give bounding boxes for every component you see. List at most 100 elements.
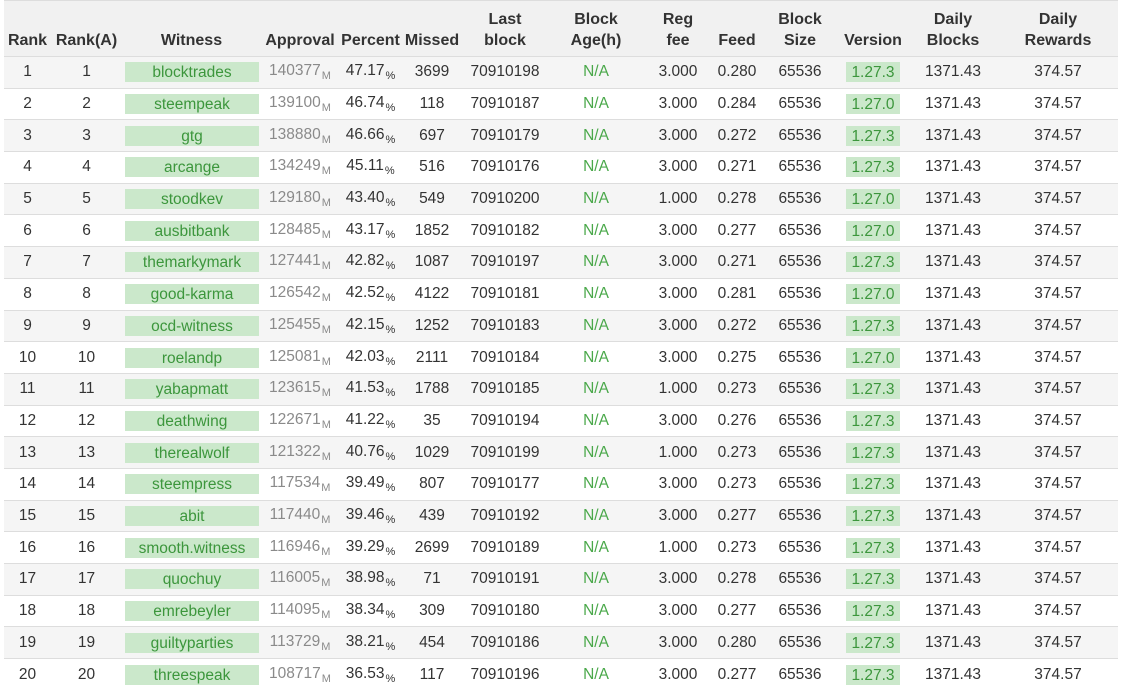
rank-a-cell: 1 bbox=[82, 63, 91, 81]
reg-fee-cell: 3.000 bbox=[658, 665, 698, 683]
missed-cell: 807 bbox=[419, 475, 445, 493]
daily-rewards-cell: 374.57 bbox=[1034, 285, 1082, 303]
approval-cell: 126542M bbox=[261, 278, 339, 310]
rank-cell: 12 bbox=[18, 411, 37, 429]
rank-cell: 3 bbox=[23, 126, 32, 144]
feed-cell: 0.273 bbox=[717, 538, 757, 556]
witness-link[interactable]: arcange bbox=[125, 157, 259, 178]
witness-link[interactable]: good-karma bbox=[125, 284, 259, 305]
rank-cell: 19 bbox=[18, 633, 37, 651]
block-age-cell: N/A bbox=[583, 411, 609, 429]
last-block-cell: 70910182 bbox=[470, 221, 540, 239]
witness-link[interactable]: themarkymark bbox=[125, 252, 259, 273]
approval-cell: 117440M bbox=[261, 500, 339, 532]
version-cell: 1.27.3 bbox=[838, 627, 908, 659]
approval-value: 117440 bbox=[269, 505, 321, 523]
header-percent[interactable]: Percent bbox=[339, 0, 402, 57]
header-daily-blocks[interactable]: Daily Blocks bbox=[908, 0, 998, 57]
table-row: 10 10 roelandp 125081M 42.03% 2111 70910… bbox=[4, 341, 1118, 374]
header-approval[interactable]: Approval bbox=[261, 0, 339, 57]
table-row: 16 16 smooth.witness 116946M 39.29% 2699… bbox=[4, 531, 1118, 564]
witness-link[interactable]: guiltyparties bbox=[125, 632, 259, 653]
percent-cell: 43.40% bbox=[339, 183, 402, 215]
daily-blocks-cell: 1371.43 bbox=[924, 506, 982, 524]
witness-link[interactable]: roelandp bbox=[125, 347, 259, 368]
version-cell: 1.27.0 bbox=[838, 183, 908, 215]
approval-unit: M bbox=[321, 260, 331, 273]
approval-value: 116005 bbox=[269, 569, 321, 587]
header-last-block[interactable]: Last block bbox=[462, 0, 548, 57]
witness-link[interactable]: steempeak bbox=[125, 94, 259, 115]
missed-cell: 1087 bbox=[414, 253, 450, 271]
witness-cell: arcange bbox=[122, 152, 261, 184]
witness-link[interactable]: gtg bbox=[125, 125, 259, 146]
witness-link[interactable]: abit bbox=[125, 505, 259, 526]
block-age-cell: N/A bbox=[583, 316, 609, 334]
rank-cell: 2 bbox=[23, 95, 32, 113]
approval-cell: 122671M bbox=[261, 405, 339, 437]
reg-fee-cell: 3.000 bbox=[658, 316, 698, 334]
block-age-cell: N/A bbox=[583, 126, 609, 144]
header-block-age[interactable]: Block Age(h) bbox=[548, 0, 644, 57]
witness-link[interactable]: smooth.witness bbox=[125, 537, 259, 558]
daily-rewards-cell: 374.57 bbox=[1034, 506, 1082, 524]
block-size-cell: 65536 bbox=[778, 190, 822, 208]
witness-link[interactable]: stoodkev bbox=[125, 189, 259, 210]
witness-link[interactable]: ausbitbank bbox=[125, 220, 259, 241]
witness-link[interactable]: emrebeyler bbox=[125, 601, 259, 622]
percent-cell: 41.22% bbox=[339, 405, 402, 437]
header-rank-a[interactable]: Rank(A) bbox=[51, 0, 122, 57]
rank-a-cell: 16 bbox=[77, 538, 96, 556]
daily-blocks-cell: 1371.43 bbox=[924, 221, 982, 239]
witness-link[interactable]: steempress bbox=[125, 474, 259, 495]
witness-cell: smooth.witness bbox=[122, 532, 261, 564]
witness-link[interactable]: quochuy bbox=[125, 569, 259, 590]
header-rank[interactable]: Rank bbox=[4, 0, 51, 57]
version-cell: 1.27.3 bbox=[838, 595, 908, 627]
version-cell: 1.27.3 bbox=[838, 564, 908, 596]
witness-link[interactable]: blocktrades bbox=[125, 62, 259, 83]
percent-unit: % bbox=[385, 355, 396, 368]
header-block-size[interactable]: Block Size bbox=[762, 0, 838, 57]
witness-table: Rank Rank(A) Witness Approval Percent Mi… bbox=[4, 0, 1118, 690]
reg-fee-cell: 3.000 bbox=[658, 348, 698, 366]
table-row: 9 9 ocd-witness 125455M 42.15% 1252 7091… bbox=[4, 310, 1118, 342]
block-size-cell: 65536 bbox=[778, 602, 822, 620]
missed-cell: 117 bbox=[419, 665, 445, 683]
header-version[interactable]: Version bbox=[838, 0, 908, 57]
header-daily-rewards[interactable]: Daily Rewards bbox=[998, 0, 1118, 57]
daily-blocks-cell: 1371.43 bbox=[924, 316, 982, 334]
witness-link[interactable]: deathwing bbox=[125, 410, 259, 431]
version-cell: 1.27.0 bbox=[838, 342, 908, 374]
reg-fee-cell: 3.000 bbox=[658, 570, 698, 588]
table-row: 19 19 guiltyparties 113729M 38.21% 454 7… bbox=[4, 626, 1118, 659]
witness-link[interactable]: yabapmatt bbox=[125, 379, 259, 400]
version-badge: 1.27.3 bbox=[846, 157, 900, 178]
block-size-cell: 65536 bbox=[778, 380, 822, 398]
version-badge: 1.27.3 bbox=[846, 252, 900, 273]
witness-link[interactable]: therealwolf bbox=[125, 442, 259, 463]
version-cell: 1.27.3 bbox=[838, 247, 908, 279]
table-row: 8 8 good-karma 126542M 42.52% 4122 70910… bbox=[4, 278, 1118, 310]
version-badge: 1.27.3 bbox=[846, 537, 900, 558]
approval-unit: M bbox=[321, 133, 331, 146]
approval-unit: M bbox=[321, 387, 331, 400]
rank-a-cell: 18 bbox=[77, 602, 96, 620]
witness-link[interactable]: ocd-witness bbox=[125, 315, 259, 336]
header-reg-fee[interactable]: Reg fee bbox=[644, 0, 712, 57]
percent-value: 45.11 bbox=[346, 157, 384, 175]
last-block-cell: 70910199 bbox=[470, 443, 540, 461]
witness-link[interactable]: threespeak bbox=[125, 664, 259, 685]
rank-cell: 9 bbox=[23, 316, 32, 334]
feed-cell: 0.271 bbox=[717, 253, 757, 271]
approval-value: 138880 bbox=[269, 125, 321, 143]
daily-blocks-cell: 1371.43 bbox=[924, 158, 982, 176]
witness-cell: roelandp bbox=[122, 342, 261, 374]
last-block-cell: 70910197 bbox=[470, 253, 540, 271]
header-witness[interactable]: Witness bbox=[122, 0, 261, 57]
header-feed[interactable]: Feed bbox=[712, 0, 762, 57]
approval-unit: M bbox=[321, 70, 331, 83]
approval-unit: M bbox=[321, 292, 331, 305]
approval-cell: 117534M bbox=[261, 468, 339, 500]
header-missed[interactable]: Missed bbox=[402, 0, 462, 57]
